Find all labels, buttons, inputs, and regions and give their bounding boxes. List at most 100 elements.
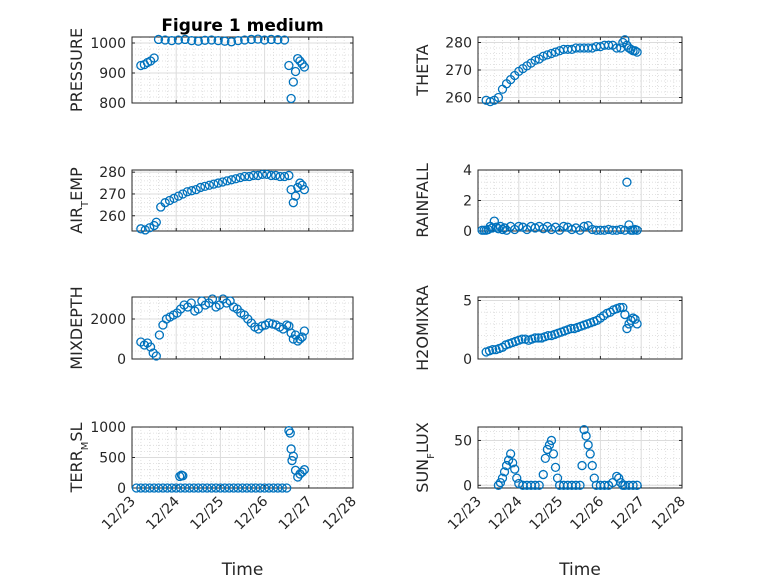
data-point (517, 334, 527, 344)
data-point (287, 455, 297, 466)
data-point (273, 35, 283, 45)
y-tick-label: 1000 (90, 36, 126, 52)
data-point (488, 344, 498, 355)
data-point (253, 34, 263, 44)
data-point (153, 483, 164, 493)
data-point (297, 180, 307, 190)
y-tick-label: 270 (445, 63, 472, 79)
data-point (297, 332, 307, 342)
data-point (493, 92, 504, 103)
data-point (626, 44, 636, 55)
data-point (277, 483, 287, 493)
data-point (514, 221, 524, 232)
data-point (246, 483, 256, 493)
data-point (628, 480, 638, 490)
data-point (262, 169, 272, 180)
data-point (193, 36, 203, 46)
data-point (612, 43, 622, 53)
data-point (297, 59, 307, 69)
data-point (284, 60, 294, 71)
x-tick-label: 12/28 (649, 494, 689, 534)
data-point (530, 480, 540, 490)
data-point (279, 35, 290, 45)
data-point (226, 37, 237, 47)
data-point (284, 170, 294, 181)
data-point (632, 319, 642, 329)
data-point (620, 35, 630, 45)
data-point (293, 182, 303, 193)
data-point (286, 93, 296, 104)
data-point (200, 35, 210, 45)
data-series (136, 169, 310, 235)
y-tick-label: 280 (99, 165, 126, 181)
data-point (620, 309, 630, 320)
data-point (599, 480, 610, 490)
data-point (299, 465, 310, 475)
data-point (286, 184, 296, 195)
data-point (198, 483, 208, 493)
data-point (235, 172, 245, 183)
y-tick-label: 0 (117, 352, 126, 368)
data-point (184, 483, 195, 493)
x-tick-label: 12/25 (527, 494, 567, 534)
x-tick-label: 12/23 (99, 494, 139, 534)
x-tick-label: 12/28 (320, 494, 360, 534)
y-tick-label: 4 (463, 163, 472, 179)
data-point (299, 326, 310, 336)
data-point (220, 36, 230, 46)
axes-frame (477, 426, 683, 489)
data-point (530, 55, 540, 66)
data-point (242, 483, 252, 493)
data-point (158, 483, 168, 493)
data-point (136, 224, 146, 234)
data-point (288, 198, 298, 208)
data-point (169, 193, 179, 203)
data-point (213, 35, 223, 46)
data-point (288, 451, 298, 461)
data-point (140, 483, 150, 493)
data-point (154, 330, 165, 340)
data-point (248, 170, 259, 181)
data-point (178, 189, 188, 199)
subplot-7: 0 500 1000 12/23 12/24 12/25 12/26 12/27 12/28 TE… (67, 420, 360, 580)
x-tick-label: 12/26 (567, 493, 607, 533)
data-point (206, 483, 217, 493)
data-point (149, 483, 159, 493)
subplot-6: 0 5 H2OMIXRA (413, 285, 683, 371)
y-tick-label: 270 (99, 187, 126, 203)
data-point (149, 53, 159, 63)
axes-frame (131, 296, 354, 360)
data-point (512, 473, 522, 483)
data-point (622, 323, 632, 334)
data-point (240, 171, 250, 182)
data-point (187, 35, 197, 46)
data-point (275, 171, 285, 182)
y-tick-label: 1000 (90, 420, 126, 436)
data-point (630, 314, 640, 324)
y-tick-label: 50 (454, 433, 472, 449)
x-axis-label: Time (221, 560, 264, 580)
data-point (180, 34, 190, 45)
data-point (505, 449, 516, 459)
data-point (160, 35, 170, 45)
data-point (546, 435, 557, 446)
data-point (259, 35, 270, 45)
axes-background (132, 297, 353, 359)
data-point (571, 480, 581, 490)
data-point (191, 184, 201, 195)
data-point (540, 453, 550, 464)
data-point (530, 333, 540, 343)
data-point (533, 333, 544, 343)
y-tick-label: 500 (99, 451, 126, 467)
data-point (288, 77, 298, 87)
data-point (187, 186, 197, 196)
data-point (222, 176, 232, 186)
data-point (182, 187, 192, 197)
data-point (200, 181, 210, 191)
x-tick-label: 12/26 (232, 493, 272, 533)
data-point (206, 35, 217, 45)
data-point (630, 46, 640, 56)
